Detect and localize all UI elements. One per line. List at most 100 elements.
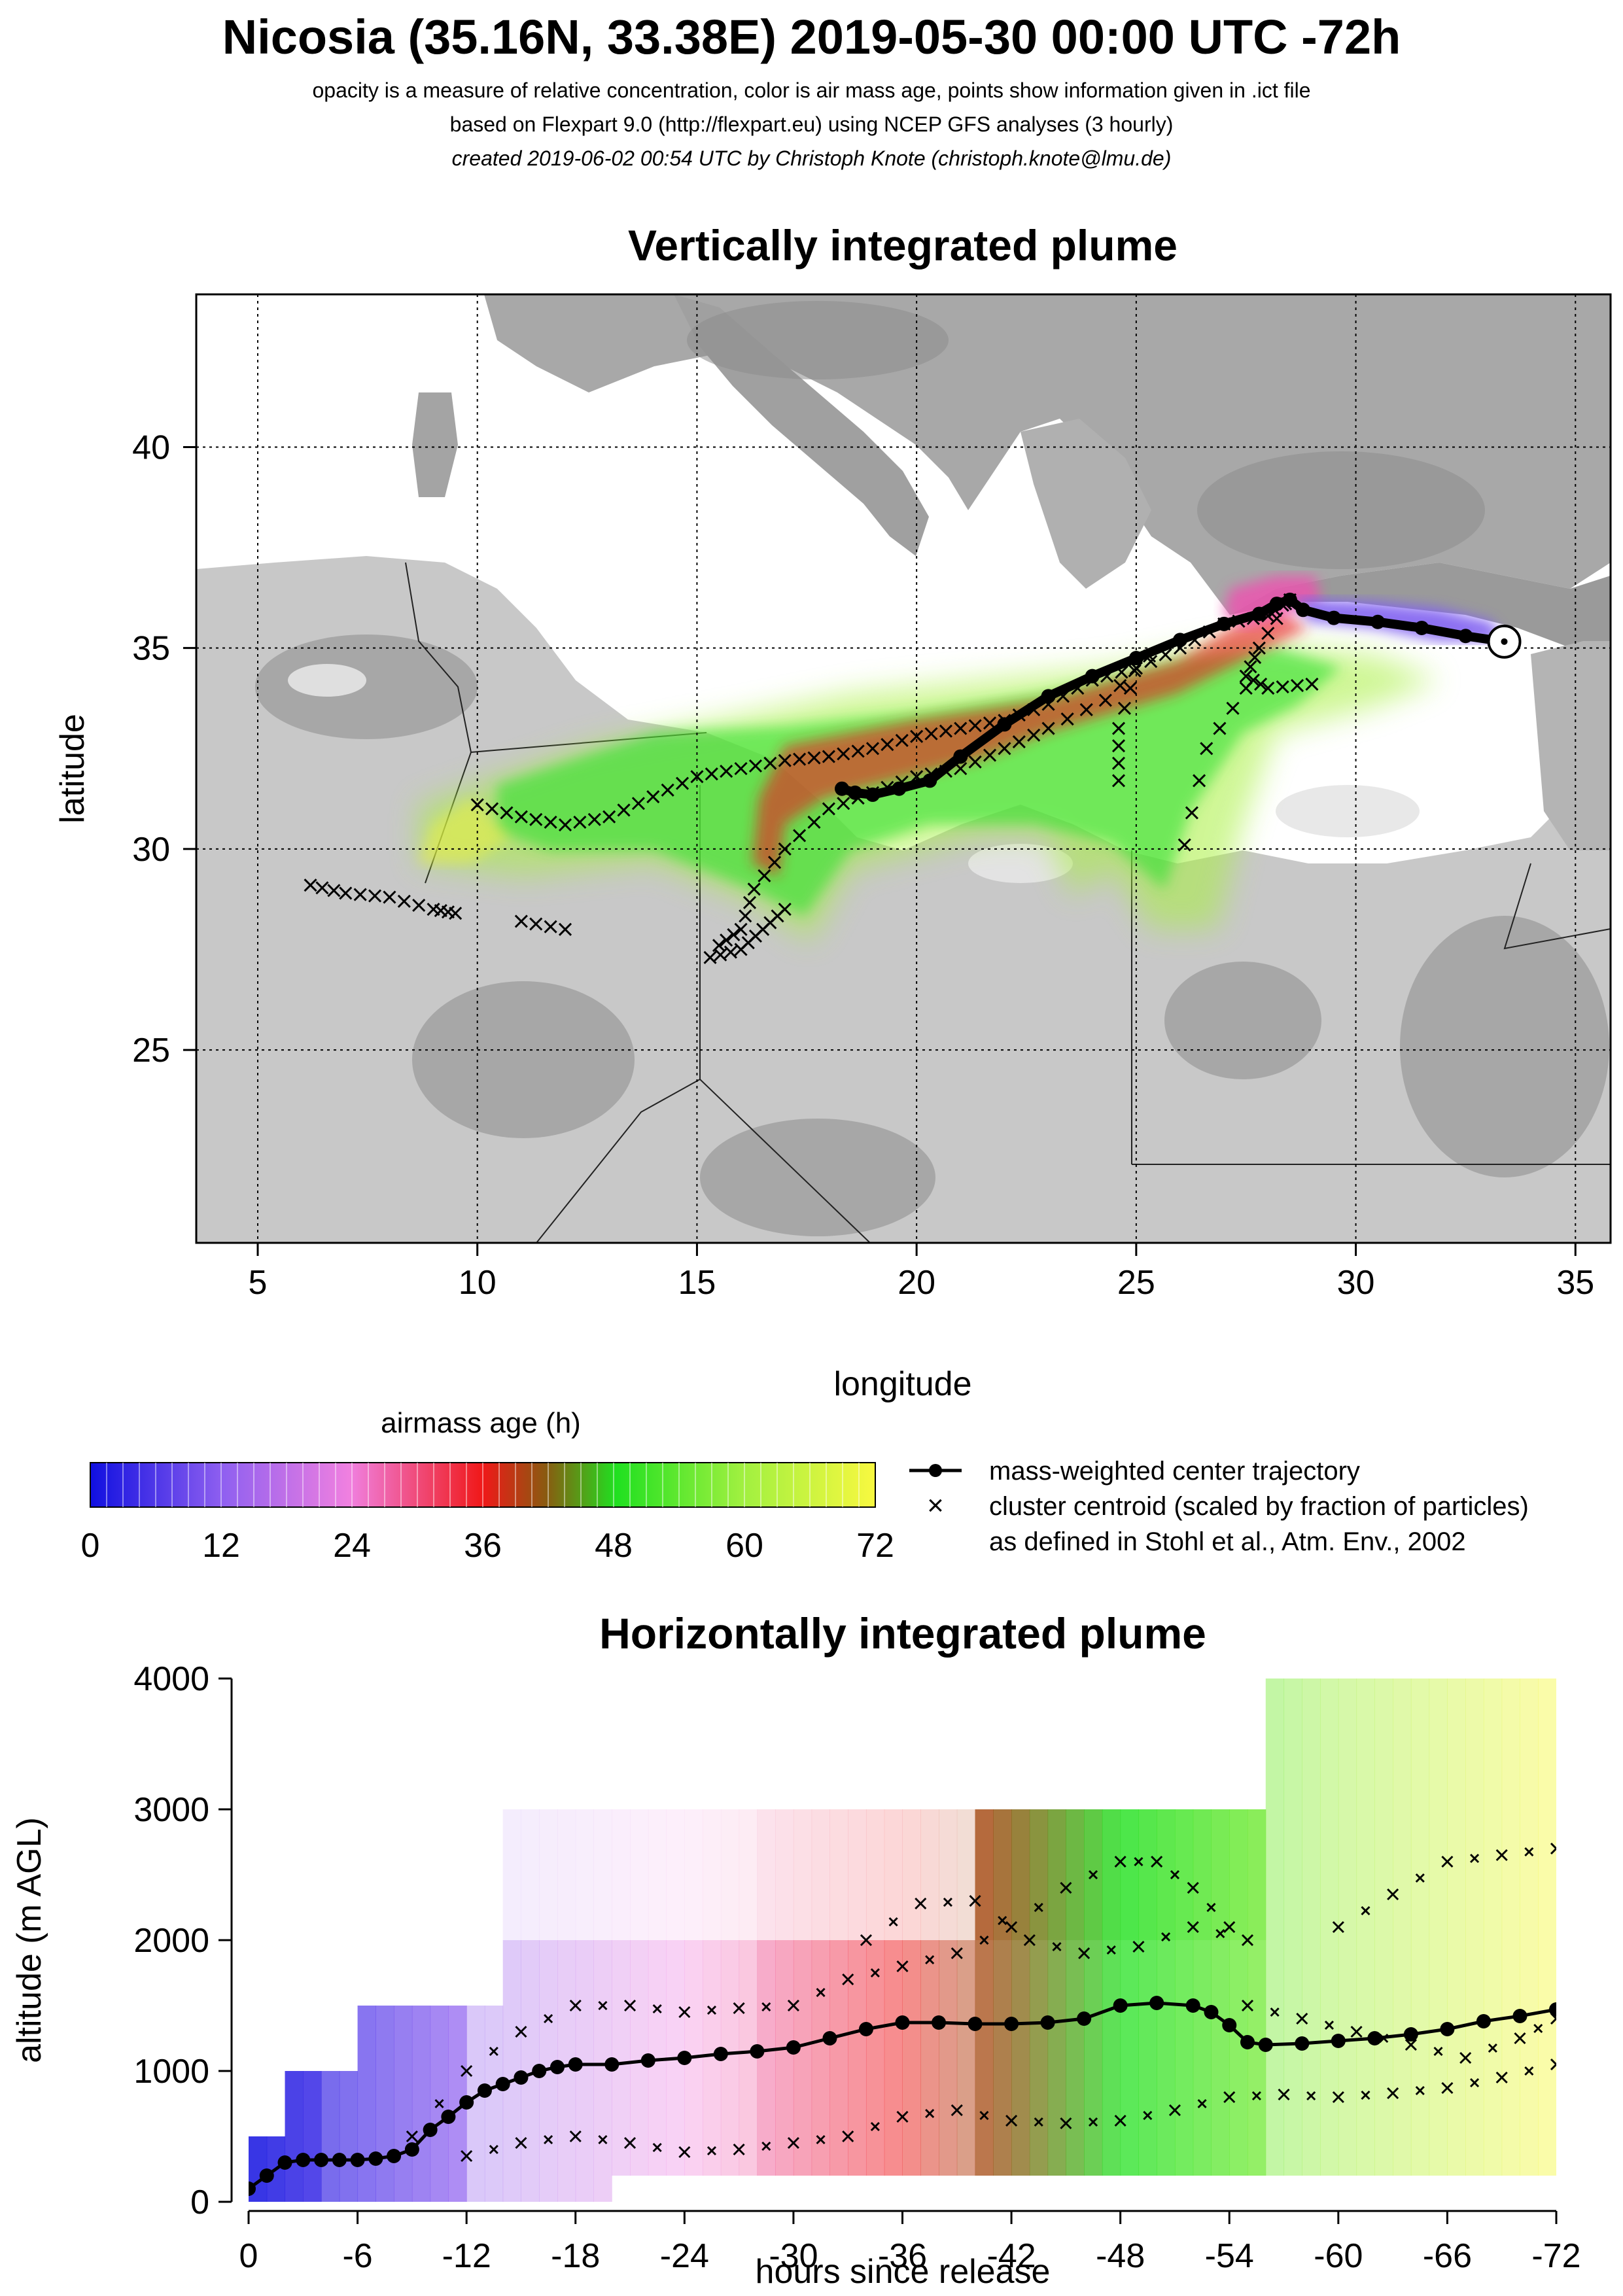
altitude-cluster-cross	[1441, 1855, 1454, 1868]
altitude-cluster-cross	[870, 1968, 880, 1978]
colorbar-stripes	[106, 1463, 860, 1507]
map-cluster-centroids	[304, 593, 1319, 964]
altitude-xlabel: hours since release	[756, 2253, 1051, 2291]
altitude-cluster-cross	[1005, 1921, 1018, 1934]
plume-column	[829, 1940, 848, 2176]
map-trajectory-point	[1370, 614, 1386, 629]
map-cluster-cross	[602, 810, 616, 824]
map-trajectory-point	[1128, 651, 1143, 666]
map-cluster-cross	[1098, 693, 1112, 707]
plume-column	[1211, 1809, 1230, 2176]
altitude-trajectory-point	[1185, 1998, 1200, 2013]
map-cluster-cross	[1252, 641, 1266, 655]
map-title: Vertically integrated plume	[628, 221, 1178, 270]
map-borders	[405, 562, 1611, 1243]
map-cluster-cross	[544, 815, 557, 829]
map-cluster-cross	[881, 738, 894, 752]
altitude-cluster-cross	[925, 1955, 935, 1965]
plume-column	[1447, 1679, 1466, 2176]
altitude-cluster-cross	[943, 1897, 952, 1907]
plume-column	[375, 2006, 394, 2202]
plume-column	[956, 1940, 976, 2176]
altitude-cluster-cross	[678, 2146, 691, 2159]
map-cluster-cross	[1261, 682, 1275, 695]
map-cluster-cross	[1193, 774, 1206, 788]
altitude-trajectory-point	[1113, 1998, 1128, 2013]
altitude-cluster-cross	[652, 2142, 662, 2153]
altitude-cluster-cross	[1143, 2110, 1153, 2121]
map-cluster-cross	[1305, 677, 1319, 691]
plume-column	[757, 1940, 776, 2176]
altitude-axes: 0 -6 -12 -18 -24 -30 -36 -42 -48 -54 -60 -66 -72 0 100…	[133, 1660, 1580, 2275]
plume-column-upper	[920, 1809, 939, 1940]
map-trajectory-point	[1282, 592, 1297, 607]
altitude-cluster-cross	[787, 2136, 799, 2149]
altitude-cluster-cross	[1187, 1881, 1199, 1894]
altitude-y-tick-label: 0	[190, 2183, 209, 2221]
altitude-trajectory-point	[350, 2153, 365, 2167]
map-trajectory-point	[1327, 610, 1341, 625]
altitude-cluster-cross	[1405, 2038, 1417, 2051]
map-y-tick-label: 30	[132, 831, 170, 869]
altitude-cluster-cross	[623, 2136, 637, 2149]
altitude-cluster-cross	[1161, 1932, 1171, 1942]
altitude-trajectory-point	[968, 2017, 983, 2031]
map-cluster-cross	[720, 933, 733, 947]
altitude-y-tick-label: 2000	[133, 1922, 209, 1960]
subtitle-line-1: opacity is a measure of relative concent…	[312, 78, 1311, 102]
plume-column	[411, 2006, 431, 2202]
altitude-cluster-cross	[1241, 1934, 1254, 1947]
altitude-trajectory-point	[1077, 2011, 1092, 2026]
altitude-trajectory-point	[1040, 2015, 1055, 2030]
map-cluster-cross	[1244, 660, 1257, 674]
map-cluster-cross	[734, 922, 748, 936]
map-x-tick-label: 10	[459, 1264, 497, 1302]
altitude-cluster-cross	[1223, 2091, 1236, 2104]
map-cluster-cross	[968, 755, 982, 769]
map-land-greece	[1021, 419, 1151, 589]
plume-column-upper	[811, 1809, 830, 1940]
colorbar-title: airmass age (h)	[381, 1407, 581, 1439]
altitude-x-tick-label: -48	[1096, 2237, 1145, 2275]
map-terrain-shading	[255, 301, 1609, 1236]
map-cluster-cross	[397, 894, 411, 908]
altitude-cluster-cross	[598, 2134, 608, 2145]
map-cluster-cross	[724, 945, 737, 959]
altitude-trajectory-point	[786, 2040, 801, 2055]
map-cluster-cross	[705, 767, 718, 781]
map-cluster-cross	[661, 783, 674, 797]
map-cluster-cross	[1111, 722, 1126, 735]
map-xlabel: longitude	[833, 1365, 971, 1403]
map-x-tick-label: 35	[1556, 1264, 1594, 1302]
map-cluster-cross	[822, 802, 835, 816]
plume-column	[394, 2006, 413, 2202]
altitude-cluster-cross	[1060, 1881, 1072, 1894]
plume-column	[793, 1940, 812, 2176]
plume-column-upper	[975, 1809, 994, 1940]
altitude-cluster-cross	[1470, 2078, 1480, 2088]
altitude-cluster-cross	[569, 1999, 582, 2012]
altitude-trajectory-point	[441, 2110, 456, 2124]
map-cluster-cross	[748, 759, 763, 773]
plume-column	[848, 1940, 867, 2176]
map-cluster-cross	[837, 747, 850, 761]
altitude-cluster-cross	[1106, 1945, 1116, 1955]
altitude-x-tick-label: -54	[1205, 2237, 1254, 2275]
plume-column	[1229, 1809, 1248, 2176]
altitude-cluster-cross	[1514, 2032, 1526, 2045]
trajectory-marker-icon	[929, 1464, 942, 1477]
altitude-cluster-cross	[951, 1947, 963, 1960]
map-cluster-cross	[646, 790, 660, 804]
altitude-cluster-cross	[461, 2064, 473, 2078]
altitude-cluster-cross	[406, 2130, 418, 2143]
plume-column	[939, 1940, 958, 2176]
plume-column	[902, 1940, 921, 2176]
airmass-age-colorbar	[90, 1462, 876, 1508]
altitude-trajectory-point	[550, 2060, 565, 2074]
altitude-cluster-cross	[979, 1935, 989, 1945]
altitude-cluster-cross	[1441, 2081, 1454, 2095]
colorbar-tick-label: 36	[464, 1527, 502, 1565]
altitude-cluster-cross	[1470, 1853, 1480, 1864]
altitude-cluster-cross	[707, 2146, 717, 2156]
plume-column-upper	[1029, 1809, 1049, 1940]
